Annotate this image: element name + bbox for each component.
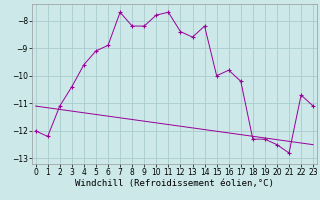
X-axis label: Windchill (Refroidissement éolien,°C): Windchill (Refroidissement éolien,°C) — [75, 179, 274, 188]
